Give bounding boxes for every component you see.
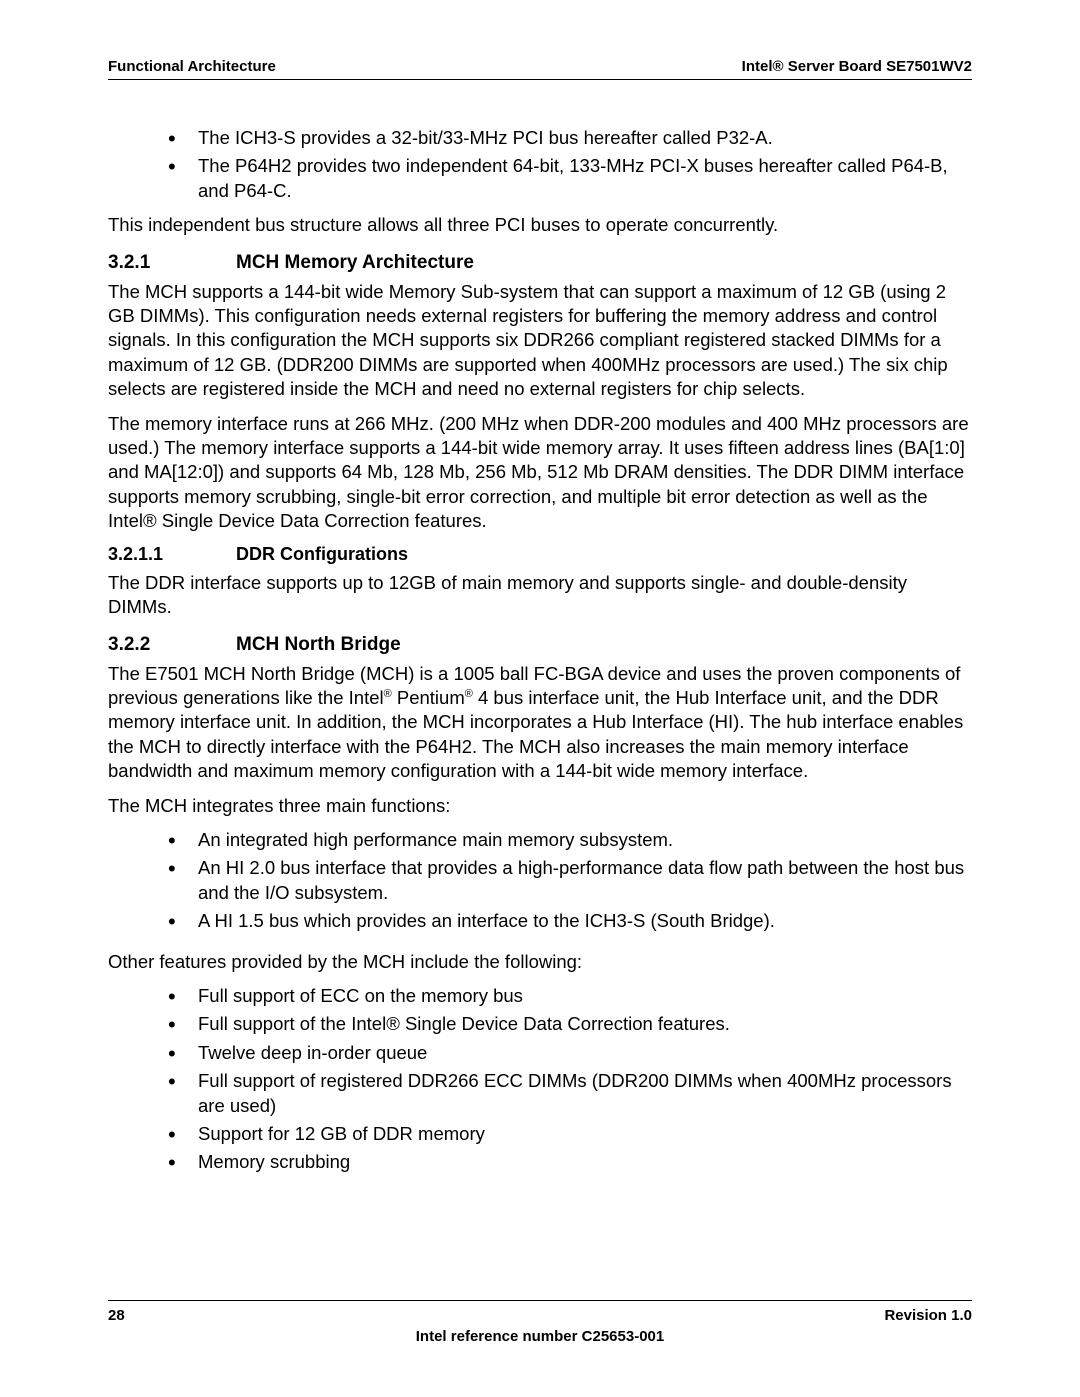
list-item: Full support of ECC on the memory bus — [168, 984, 972, 1008]
page-number: 28 — [108, 1307, 125, 1324]
section-322-p3: Other features provided by the MCH inclu… — [108, 950, 972, 974]
page-footer: 28 Revision 1.0 Intel reference number C… — [108, 1300, 972, 1345]
section-title: MCH North Bridge — [236, 634, 401, 655]
section-322-bullets1: An integrated high performance main memo… — [108, 828, 972, 934]
list-item: Support for 12 GB of DDR memory — [168, 1122, 972, 1146]
section-heading-322: 3.2.2MCH North Bridge — [108, 634, 972, 656]
section-321-p1: The MCH supports a 144-bit wide Memory S… — [108, 280, 972, 402]
section-321-p2: The memory interface runs at 266 MHz. (2… — [108, 412, 972, 534]
registered-mark: ® — [465, 688, 473, 700]
section-title: DDR Configurations — [236, 544, 408, 564]
list-item: A HI 1.5 bus which provides an interface… — [168, 909, 972, 933]
section-title: MCH Memory Architecture — [236, 252, 474, 273]
revision-label: Revision 1.0 — [884, 1307, 972, 1324]
section-number: 3.2.1.1 — [108, 544, 236, 565]
page-header: Functional Architecture Intel® Server Bo… — [108, 58, 972, 80]
list-item: Full support of registered DDR266 ECC DI… — [168, 1069, 972, 1118]
list-item: The P64H2 provides two independent 64-bi… — [168, 154, 972, 203]
list-item: The ICH3-S provides a 32-bit/33-MHz PCI … — [168, 126, 972, 150]
list-item: Twelve deep in-order queue — [168, 1041, 972, 1065]
header-right: Intel® Server Board SE7501WV2 — [742, 58, 972, 75]
section-number: 3.2.2 — [108, 634, 236, 656]
page-content: The ICH3-S provides a 32-bit/33-MHz PCI … — [108, 80, 972, 1175]
reference-number: Intel reference number C25653-001 — [108, 1328, 972, 1345]
section-heading-3211: 3.2.1.1DDR Configurations — [108, 544, 972, 565]
section-322-p2: The MCH integrates three main functions: — [108, 794, 972, 818]
section-3211-p1: The DDR interface supports up to 12GB of… — [108, 571, 972, 620]
intro-bullet-list: The ICH3-S provides a 32-bit/33-MHz PCI … — [108, 126, 972, 203]
intro-paragraph: This independent bus structure allows al… — [108, 213, 972, 237]
list-item: Full support of the Intel® Single Device… — [168, 1012, 972, 1036]
section-322-p1: The E7501 MCH North Bridge (MCH) is a 10… — [108, 662, 972, 784]
section-322-bullets2: Full support of ECC on the memory bus Fu… — [108, 984, 972, 1175]
section-number: 3.2.1 — [108, 252, 236, 274]
header-left: Functional Architecture — [108, 58, 276, 75]
section-heading-321: 3.2.1MCH Memory Architecture — [108, 252, 972, 274]
registered-mark: ® — [384, 688, 392, 700]
list-item: An HI 2.0 bus interface that provides a … — [168, 856, 972, 905]
list-item: An integrated high performance main memo… — [168, 828, 972, 852]
list-item: Memory scrubbing — [168, 1150, 972, 1174]
